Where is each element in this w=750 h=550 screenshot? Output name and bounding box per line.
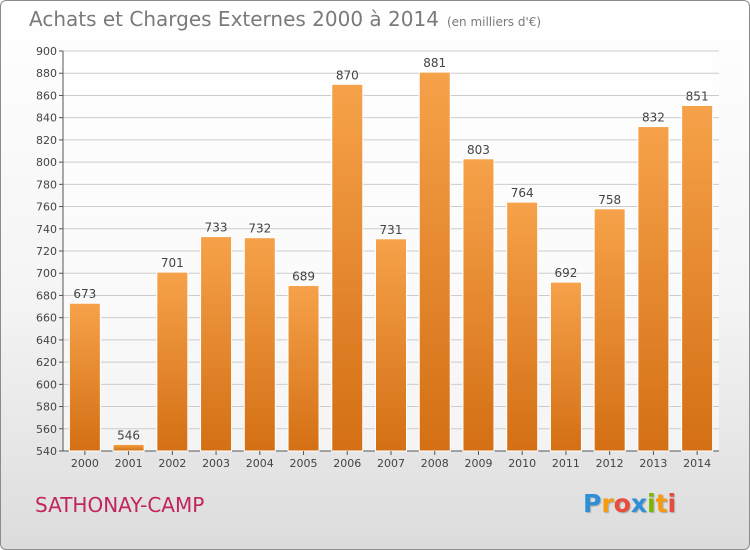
bar (637, 126, 670, 452)
logo-letter: t (655, 489, 668, 518)
bar (681, 104, 714, 452)
y-tick-label: 740 (36, 223, 57, 236)
data-label: 764 (511, 186, 534, 200)
y-tick-label: 560 (36, 423, 57, 436)
data-label: 673 (73, 287, 96, 301)
x-tick-label: 2001 (115, 457, 143, 470)
location-name: SATHONAY-CAMP (35, 493, 205, 517)
bar (112, 443, 145, 452)
bar (200, 236, 233, 452)
logo-letter: P (583, 489, 602, 518)
x-tick-label: 2009 (464, 457, 492, 470)
logo-letter: x (630, 489, 647, 518)
data-label: 692 (554, 266, 577, 280)
y-tick-label: 620 (36, 356, 57, 369)
logo-letter: o (613, 489, 631, 518)
bar (156, 271, 189, 452)
x-tick-label: 2014 (683, 457, 711, 470)
data-label: 733 (205, 221, 228, 235)
y-tick-label: 600 (36, 378, 57, 391)
x-tick-label: 2005 (290, 457, 318, 470)
y-tick-label: 800 (36, 156, 57, 169)
chart-title: Achats et Charges Externes 2000 à 2014 (e… (29, 7, 541, 31)
x-tick-label: 2012 (596, 457, 624, 470)
data-label: 870 (336, 68, 359, 82)
y-tick-label: 720 (36, 245, 57, 258)
x-tick-label: 2004 (246, 457, 274, 470)
data-label: 731 (380, 223, 403, 237)
y-tick-label: 580 (36, 401, 57, 414)
bar (593, 208, 626, 452)
bar (462, 158, 495, 452)
x-tick-label: 2003 (202, 457, 230, 470)
y-tick-label: 860 (36, 89, 57, 102)
bar (243, 237, 276, 452)
data-label: 701 (161, 256, 184, 270)
x-tick-label: 2011 (552, 457, 580, 470)
data-label: 546 (117, 428, 140, 442)
x-tick-label: 2000 (71, 457, 99, 470)
y-tick-label: 880 (36, 67, 57, 80)
bar (506, 201, 539, 452)
data-label: 832 (642, 111, 665, 125)
logo-letter: i (647, 489, 656, 518)
y-tick-label: 700 (36, 267, 57, 280)
proxiti-logo: Proxiti (583, 489, 676, 518)
x-tick-label: 2002 (158, 457, 186, 470)
x-tick-label: 2013 (639, 457, 667, 470)
logo-letter: i (667, 489, 677, 518)
x-tick-label: 2010 (508, 457, 536, 470)
y-tick-label: 780 (36, 178, 57, 191)
bar (549, 281, 582, 452)
logo-letter: r (601, 489, 614, 518)
data-label: 732 (248, 222, 271, 236)
bar (287, 284, 320, 452)
data-label: 689 (292, 269, 315, 283)
data-label: 803 (467, 143, 490, 157)
y-tick-label: 760 (36, 201, 57, 214)
x-tick-label: 2008 (421, 457, 449, 470)
bar (331, 83, 364, 452)
data-label: 851 (686, 89, 709, 103)
x-tick-label: 2007 (377, 457, 405, 470)
chart-unit: (en milliers d'€) (446, 15, 542, 29)
chart-title-text: Achats et Charges Externes 2000 à 2014 (29, 7, 439, 31)
y-tick-label: 660 (36, 312, 57, 325)
y-tick-label: 640 (36, 334, 57, 347)
x-tick-label: 2006 (333, 457, 361, 470)
y-tick-label: 900 (36, 45, 57, 58)
y-tick-label: 540 (36, 445, 57, 458)
bar (375, 238, 407, 452)
bar (418, 71, 451, 452)
data-label: 881 (423, 56, 446, 70)
y-tick-label: 840 (36, 112, 57, 125)
y-tick-label: 680 (36, 289, 57, 302)
data-label: 758 (598, 193, 621, 207)
bar (68, 302, 101, 452)
y-tick-label: 820 (36, 134, 57, 147)
